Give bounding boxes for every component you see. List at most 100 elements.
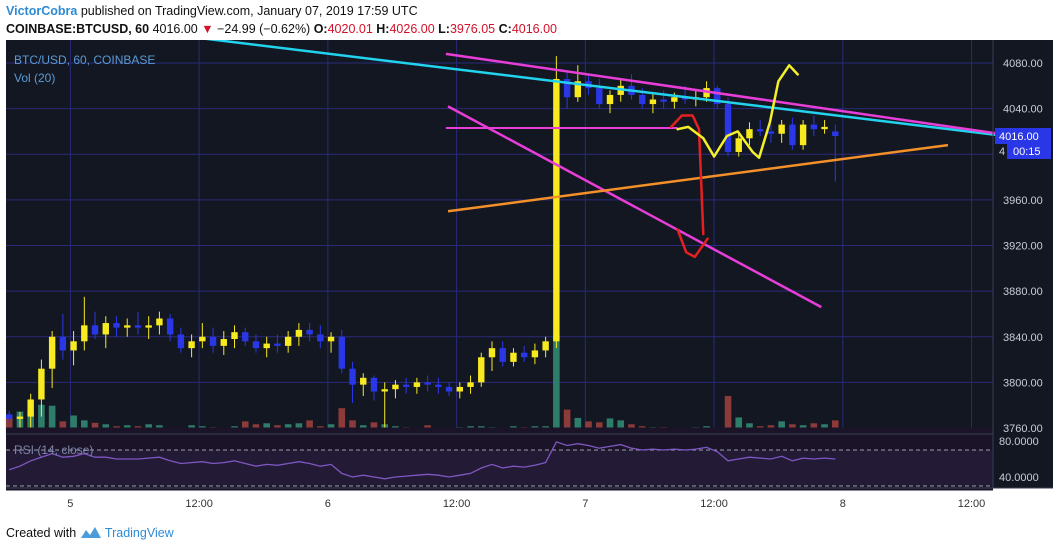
candle-body <box>188 341 195 349</box>
candle-body <box>542 341 549 351</box>
volume-bar <box>70 415 77 435</box>
low-label: L: <box>438 22 450 36</box>
candle-body <box>435 384 442 387</box>
legend-volume: Vol (20) <box>14 71 55 85</box>
candle-body <box>778 124 785 134</box>
price-tick-label: 4080.00 <box>1003 58 1043 70</box>
candle-body <box>638 94 646 105</box>
candle-body <box>199 336 206 342</box>
legend-rsi: RSI (14, close) <box>14 443 93 457</box>
time-tick-label: 12:00 <box>958 498 986 510</box>
candle-body <box>810 124 818 130</box>
high-value: 4026.00 <box>389 22 435 36</box>
ticker-symbol: COINBASE:BTCUSD, 60 <box>6 22 150 36</box>
candle-body <box>124 325 131 328</box>
candle-body <box>59 336 67 351</box>
price-tick-label: 3920.00 <box>1003 241 1043 253</box>
magenta-upper-line <box>445 52 1015 138</box>
candle-body <box>338 336 345 369</box>
chart-panel[interactable]: 4080.00 4040.00 3960.00 3920.00 3880.00 3840.… <box>0 40 1053 528</box>
candle-body <box>510 352 517 362</box>
candle-body <box>746 129 753 139</box>
candle-body <box>789 124 796 146</box>
candle-body <box>134 325 142 328</box>
rsi-line <box>8 441 836 480</box>
red-arrow-head <box>676 228 709 259</box>
candle-body <box>488 348 496 358</box>
price-tags: 4016.00 4 00:15 <box>995 128 1051 159</box>
volume-bar <box>724 395 732 435</box>
time-axis-background <box>6 488 1053 528</box>
time-tick-label: 12:00 <box>185 498 213 510</box>
candle-body <box>274 343 281 346</box>
magenta-lower-line <box>447 105 822 309</box>
rsi-pane <box>6 427 993 491</box>
candle-body <box>295 329 303 337</box>
rsi-band <box>6 450 993 486</box>
created-with-text: Created with <box>6 526 77 540</box>
publish-header: VictorCobra published on TradingView.com… <box>6 4 418 18</box>
candle-body <box>209 336 217 346</box>
cyan-trendline <box>205 40 1015 139</box>
candle-body <box>424 382 431 385</box>
candle-body <box>38 368 45 400</box>
author-link[interactable]: VictorCobra <box>6 4 78 18</box>
candle-body <box>402 384 410 387</box>
volume-bar <box>735 417 743 435</box>
price-tick-label: 3840.00 <box>1003 332 1043 344</box>
yellow-projection-path <box>676 64 799 159</box>
published-text: published on TradingView.com, January 07… <box>80 4 418 18</box>
candle-body <box>284 336 292 346</box>
ticker-bar: COINBASE:BTCUSD, 60 4016.00 ▼ −24.99 (−0… <box>6 22 557 36</box>
chart-canvas[interactable]: 4080.00 4040.00 3960.00 3920.00 3880.00 3840.… <box>0 40 1053 528</box>
candle-body <box>681 97 689 100</box>
open-value: 4020.01 <box>327 22 373 36</box>
time-tick-label: 8 <box>840 498 846 510</box>
candle-body <box>499 348 506 362</box>
legend-symbol: BTC/USD, 60, COINBASE <box>14 53 155 67</box>
last-price: 4016.00 <box>152 22 198 36</box>
candle-body <box>113 323 120 328</box>
candle-body <box>714 88 721 105</box>
candle-body <box>606 94 614 105</box>
volume-bar <box>5 416 13 435</box>
last-price-tag-text: 4016.00 <box>999 131 1039 143</box>
volume-bar <box>606 418 614 435</box>
volume-bar <box>38 404 45 435</box>
candle-body <box>832 131 839 136</box>
candle-body <box>799 124 807 146</box>
red-arrow-path <box>669 114 705 236</box>
volume-bar <box>338 408 346 435</box>
candle-body <box>327 336 335 342</box>
footer: Created with TradingView <box>6 526 174 540</box>
volume-bar <box>563 409 571 435</box>
candle-body <box>413 382 421 387</box>
candle-body <box>478 357 485 383</box>
candle-body <box>553 78 560 342</box>
candle-body <box>145 325 152 328</box>
low-value: 3976.05 <box>449 22 496 36</box>
candle-body <box>660 99 667 102</box>
axes: 4080.00 4040.00 3960.00 3920.00 3880.00 3840.… <box>6 40 1053 510</box>
candle-body <box>27 399 34 417</box>
candle-body <box>821 126 828 130</box>
candle-body <box>370 377 378 392</box>
candle-body <box>166 318 174 335</box>
change-down-icon: ▼ <box>201 22 214 36</box>
orange-support-line <box>447 143 949 213</box>
candle-body <box>531 350 539 358</box>
price-tick-label: 3880.00 <box>1003 286 1043 298</box>
volume-bar <box>574 417 582 435</box>
tradingview-brand[interactable]: TradingView <box>104 526 174 540</box>
countdown-tag-text: 00:15 <box>1013 146 1041 158</box>
price-axis-background <box>993 40 1053 488</box>
candle-body <box>231 332 238 340</box>
time-tick-label: 6 <box>325 498 331 510</box>
candle-body <box>306 329 313 335</box>
candle-body <box>6 414 13 419</box>
candle-body <box>445 386 453 392</box>
candle-body <box>263 343 270 349</box>
candle-body <box>48 336 56 369</box>
candle-body <box>456 386 464 392</box>
candle-body <box>242 332 249 342</box>
